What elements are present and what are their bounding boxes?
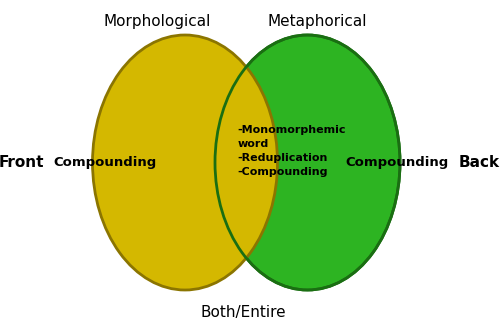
Text: -Monomorphemic
word
-Reduplication
-Compounding: -Monomorphemic word -Reduplication -Comp… bbox=[238, 125, 346, 177]
Ellipse shape bbox=[215, 35, 400, 290]
Ellipse shape bbox=[92, 35, 278, 290]
Text: Compounding: Compounding bbox=[54, 156, 156, 169]
Text: Front: Front bbox=[0, 155, 44, 170]
Text: Back: Back bbox=[458, 155, 500, 170]
Text: Metaphorical: Metaphorical bbox=[268, 14, 367, 29]
Text: Morphological: Morphological bbox=[104, 14, 211, 29]
Text: Compounding: Compounding bbox=[346, 156, 449, 169]
Text: Both/Entire: Both/Entire bbox=[200, 305, 286, 320]
